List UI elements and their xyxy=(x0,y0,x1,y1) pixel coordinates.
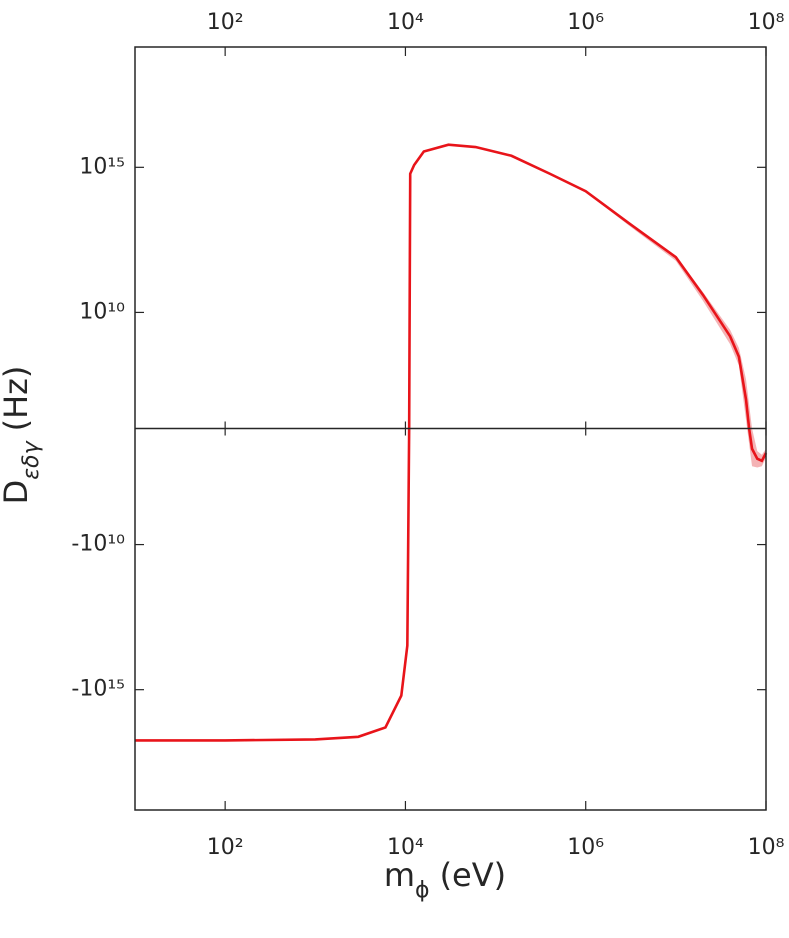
x-label-unit: (eV) xyxy=(440,856,507,894)
x-tick-label-top: 10² xyxy=(207,10,244,35)
uncertainty-band xyxy=(585,190,766,468)
x-tick-label: 10⁸ xyxy=(748,835,785,860)
x-tick-label: 10² xyxy=(207,835,244,860)
y-label-main: D xyxy=(0,480,35,505)
data-line xyxy=(135,143,768,742)
y-tick-label: 10¹⁰ xyxy=(79,299,125,324)
y-tick-label: -10¹⁰ xyxy=(71,532,125,557)
y-tick-label: -10¹⁵ xyxy=(71,677,125,702)
x-tick-label: 10⁶ xyxy=(567,835,604,860)
y-label: Dεδγ (Hz) xyxy=(0,366,44,505)
x-tick-label-top: 10⁶ xyxy=(567,10,604,35)
x-tick-label-top: 10⁸ xyxy=(748,10,785,35)
x-label-sub: ϕ xyxy=(415,878,430,903)
y-label-sub: εδγ xyxy=(19,440,44,479)
x-label-main: m xyxy=(384,856,415,894)
x-label: mϕ (eV) xyxy=(384,856,506,903)
x-tick-label: 10⁴ xyxy=(387,835,424,860)
y-tick-label: 10¹⁵ xyxy=(79,154,125,179)
x-tick-label-top: 10⁴ xyxy=(387,10,424,35)
y-label-unit: (Hz) xyxy=(0,366,35,432)
